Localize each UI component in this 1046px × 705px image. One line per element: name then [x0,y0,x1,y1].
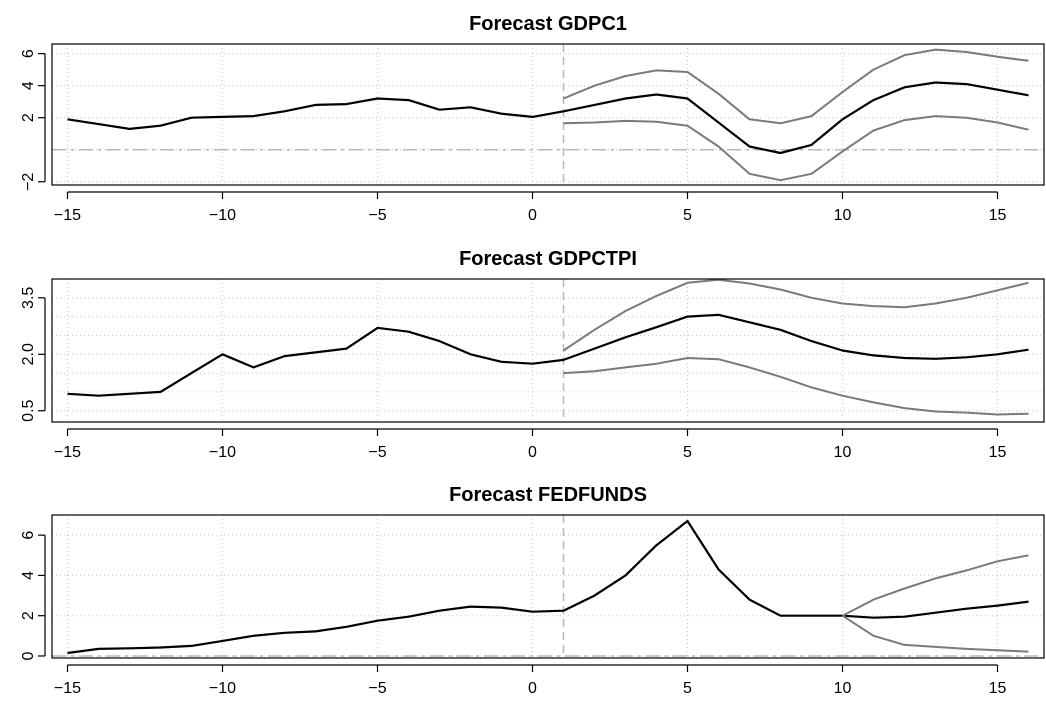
x-tick-label: 15 [989,207,1007,224]
series-line-upper-bound [563,48,1029,125]
series-line-lower-bound [563,115,1029,182]
y-tick-label: 2 [20,611,37,620]
y-tick-label: −2 [20,173,37,191]
x-tick-label: −15 [54,444,81,461]
series-line-point-forecast [67,519,1029,655]
x-tick-label: −10 [209,207,236,224]
y-tick-label: 3.5 [20,287,37,309]
x-tick-label: −5 [368,207,386,224]
x-tick-label: 10 [834,207,852,224]
y-tick-label: 4 [20,81,37,90]
x-tick-label: 15 [989,444,1007,461]
x-tick-label: −10 [209,680,236,697]
series-line-upper-bound [562,278,1029,352]
x-tick-label: 0 [528,680,537,697]
y-tick-label: 6 [20,49,37,58]
series-line-point-forecast [67,313,1029,397]
y-tick-label: 2 [20,113,37,122]
x-tick-label: −10 [209,444,236,461]
plot-frame [51,43,1045,186]
y-tick-label: 0 [20,651,37,660]
plot-frame [51,278,1045,423]
x-tick-label: 5 [683,207,692,224]
x-tick-label: 15 [989,680,1007,697]
y-tick-label: 2.0 [20,343,37,365]
chart-title: Forecast GDPCTPI [459,248,637,270]
x-tick-label: 0 [528,207,537,224]
x-tick-label: 10 [834,680,852,697]
x-tick-label: −15 [54,207,81,224]
x-tick-label: 5 [683,680,692,697]
plot-frame [51,514,1045,659]
y-tick-label: 4 [20,571,37,580]
x-tick-label: 10 [834,444,852,461]
x-tick-label: 5 [683,444,692,461]
y-tick-label: 0.5 [20,399,37,421]
series-line-upper-bound [842,554,1029,617]
y-tick-label: 6 [20,531,37,540]
series-line-lower-bound [841,614,1029,653]
series-line-lower-bound [563,357,1029,416]
chart-panel-2: Forecast GDPCTPI −15 −10 −5 0 5 10 15 0.5 2.0 3.5 [20,248,1045,461]
chart-title: Forecast FEDFUNDS [449,484,647,506]
x-tick-label: −15 [54,680,81,697]
chart-title: Forecast GDPC1 [469,13,627,35]
chart-panel-3: Forecast FEDFUNDS −15 −10 −5 0 5 10 15 0 2 4 6 [20,484,1045,697]
chart-panel-1: Forecast GDPC1 −15 −10 −5 0 5 10 15 −2 2 4 6 [20,13,1045,224]
x-tick-label: 0 [528,444,537,461]
x-tick-label: −5 [368,680,386,697]
series-line-point-forecast [67,81,1029,155]
x-tick-label: −5 [368,444,386,461]
